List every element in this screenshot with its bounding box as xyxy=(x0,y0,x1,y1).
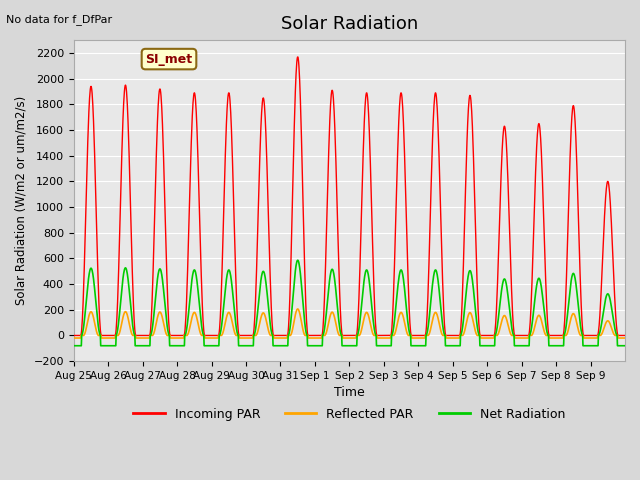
X-axis label: Time: Time xyxy=(334,386,365,399)
Text: No data for f_DfPar: No data for f_DfPar xyxy=(6,14,113,25)
Title: Solar Radiation: Solar Radiation xyxy=(281,15,418,33)
Text: SI_met: SI_met xyxy=(145,53,193,66)
Y-axis label: Solar Radiation (W/m2 or um/m2/s): Solar Radiation (W/m2 or um/m2/s) xyxy=(15,96,28,305)
Legend: Incoming PAR, Reflected PAR, Net Radiation: Incoming PAR, Reflected PAR, Net Radiati… xyxy=(129,403,570,425)
